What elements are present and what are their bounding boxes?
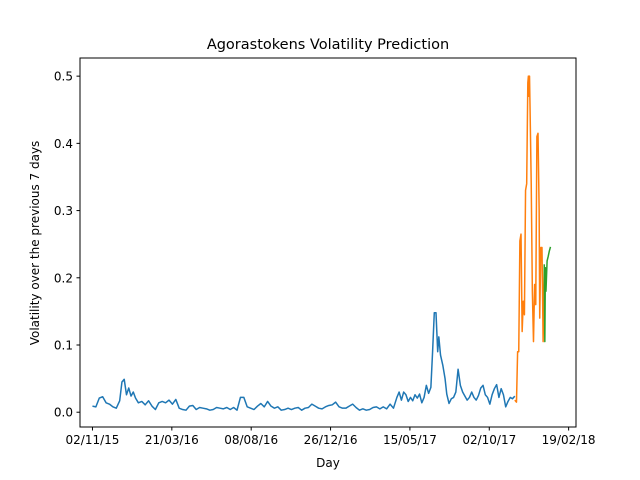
y-tick-label: 0.1 xyxy=(54,339,73,353)
y-tick-label: 0.2 xyxy=(54,271,73,285)
x-tick-label: 21/03/16 xyxy=(145,433,199,447)
x-tick-label: 02/11/15 xyxy=(66,433,120,447)
x-tick-label: 02/10/17 xyxy=(462,433,516,447)
chart-title: Agorastokens Volatility Prediction xyxy=(207,37,449,53)
x-tick-label: 08/08/16 xyxy=(224,433,278,447)
series-lines xyxy=(92,75,552,411)
y-axis-label: Volatility over the previous 7 days xyxy=(28,141,42,346)
x-tick-label: 19/02/18 xyxy=(542,433,596,447)
axes-frame xyxy=(79,57,577,428)
y-tick-label: 0.4 xyxy=(54,137,73,151)
y-tick-label: 0.3 xyxy=(54,204,73,218)
y-axis: 0.0 0.1 0.2 0.3 0.4 0.5 xyxy=(54,70,80,420)
y-tick-label: 0.5 xyxy=(54,70,73,84)
x-axis-label: Day xyxy=(316,456,340,470)
x-axis: 02/11/15 21/03/16 08/08/16 26/12/16 15/05/17… xyxy=(66,427,596,447)
series-line-1 xyxy=(92,311,516,411)
x-tick-label: 26/12/16 xyxy=(304,433,358,447)
series-line-2 xyxy=(514,75,546,403)
y-tick-label: 0.0 xyxy=(54,406,73,420)
plot-area xyxy=(79,57,577,428)
x-tick-label: 15/05/17 xyxy=(383,433,437,447)
series-line-3 xyxy=(543,246,552,343)
